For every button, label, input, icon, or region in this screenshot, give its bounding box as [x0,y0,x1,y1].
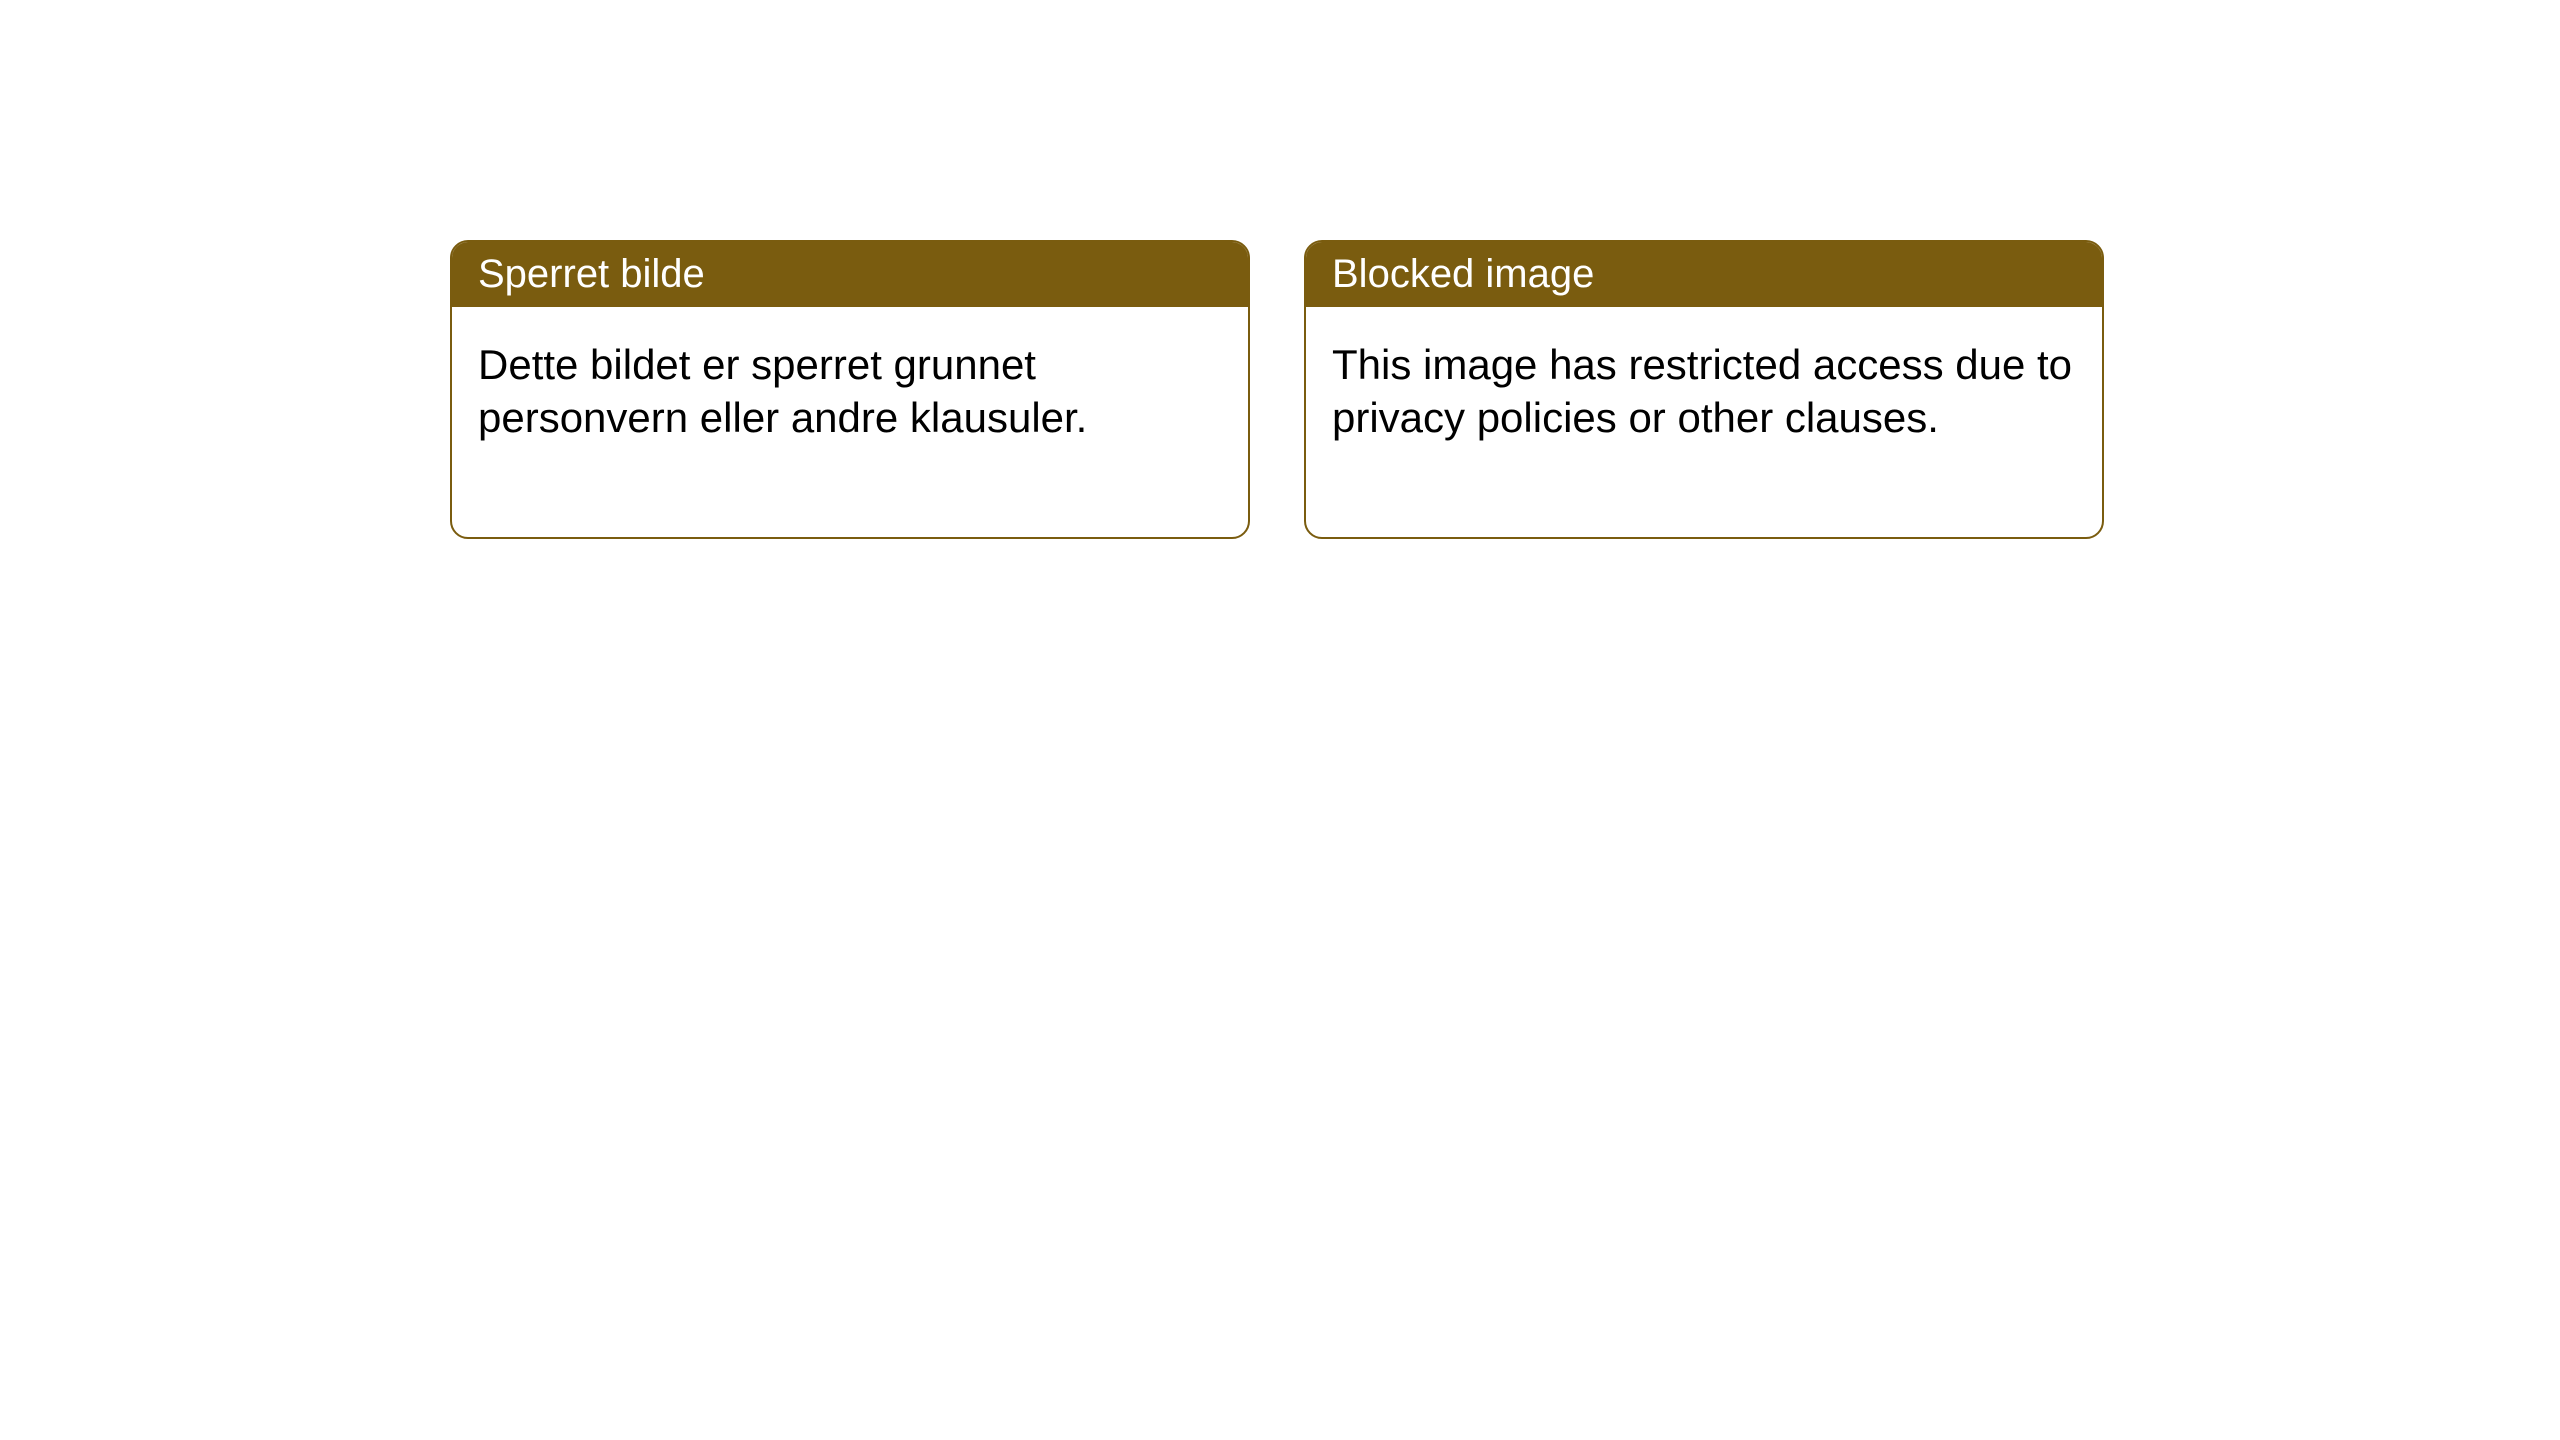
notice-cards-row: Sperret bilde Dette bildet er sperret gr… [450,240,2104,539]
notice-body: Dette bildet er sperret grunnet personve… [452,307,1248,537]
notice-card-norwegian: Sperret bilde Dette bildet er sperret gr… [450,240,1250,539]
notice-title: Sperret bilde [452,242,1248,307]
notice-card-english: Blocked image This image has restricted … [1304,240,2104,539]
notice-body: This image has restricted access due to … [1306,307,2102,537]
notice-title: Blocked image [1306,242,2102,307]
